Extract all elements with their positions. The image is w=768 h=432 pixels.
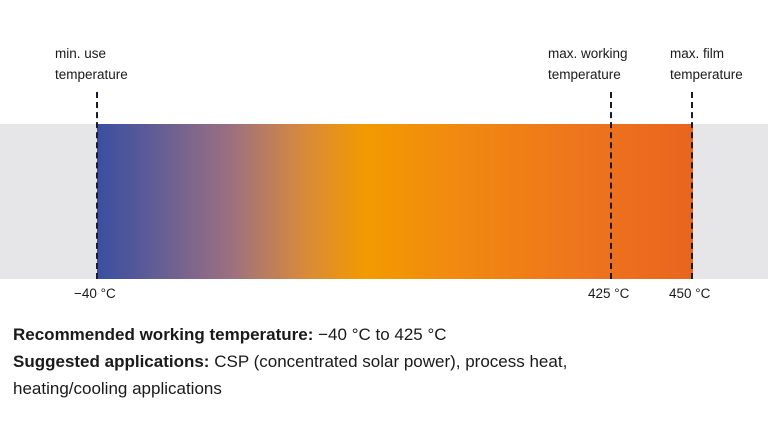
max-working-label: max. working temperature [548,43,628,85]
max-film-label-line2: temperature [670,67,743,82]
max-film-label-line1: max. film [670,46,724,61]
min-use-marker-line [96,92,98,279]
recommended-temperature-line: Recommended working temperature: −40 °C … [13,321,447,348]
max-film-value: 450 °C [669,286,711,301]
max-working-label-line2: temperature [548,67,621,82]
applications-label: Suggested applications: [13,352,210,371]
max-working-value: 425 °C [588,286,630,301]
max-working-label-line1: max. working [548,46,628,61]
recommended-temperature-value: −40 °C to 425 °C [313,325,447,344]
max-working-marker-line [610,92,612,279]
min-use-value: −40 °C [74,286,116,301]
min-use-label-line2: temperature [55,67,128,82]
temperature-gradient-bar [97,124,693,279]
recommended-temperature-label: Recommended working temperature: [13,325,314,344]
min-use-label-line1: min. use [55,46,107,61]
min-use-label: min. use temperature [55,43,128,85]
applications-value-line2: heating/cooling applications [13,379,222,398]
applications-line: Suggested applications: CSP (concentrate… [13,348,567,375]
applications-line-2: heating/cooling applications [13,375,222,402]
applications-value-line1: CSP (concentrated solar power), process … [209,352,568,371]
max-film-label: max. film temperature [670,43,743,85]
max-film-marker-line [691,92,693,279]
